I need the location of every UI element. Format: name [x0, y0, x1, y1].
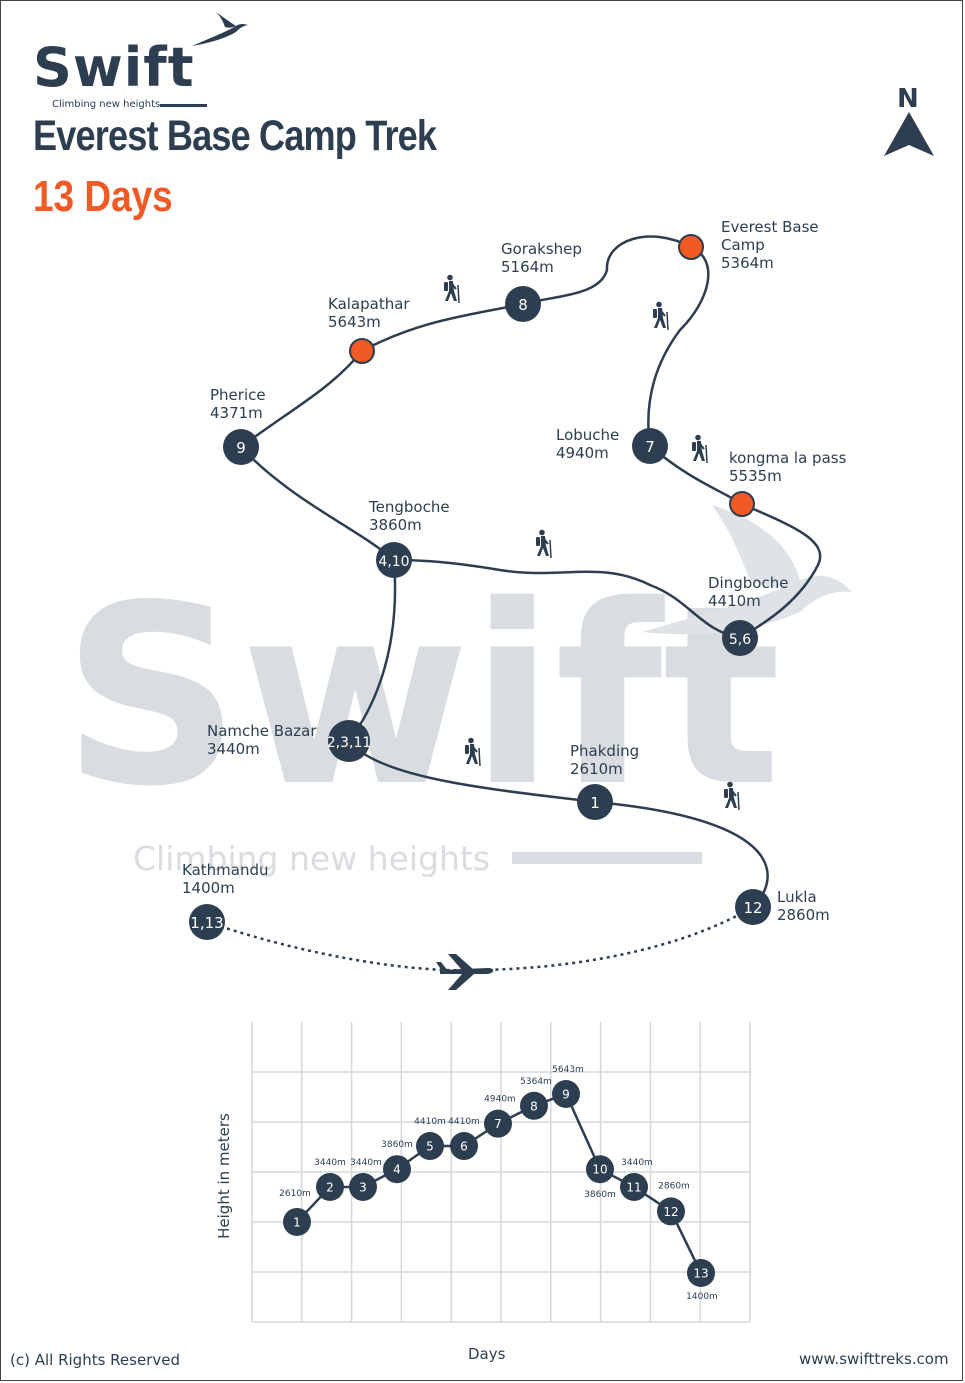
watermark-text: Swift: [62, 553, 781, 841]
elevation-point-marker: 4: [393, 1163, 401, 1177]
label-phakding: Phakding 2610m: [570, 742, 640, 778]
trek-duration: 13 Days: [33, 172, 173, 221]
website-link[interactable]: www.swifttreks.com: [799, 1350, 949, 1368]
elevation-point-marker: 12: [663, 1205, 678, 1219]
watermark-line: [512, 852, 702, 864]
elevation-point-label: 4940m: [484, 1095, 516, 1105]
compass-label: N: [897, 84, 919, 114]
svg-text:2,3,11: 2,3,11: [327, 735, 372, 751]
svg-text:5,6: 5,6: [729, 632, 751, 648]
elevation-point-label: 3860m: [381, 1140, 413, 1150]
elevation-point-marker: 1: [293, 1215, 301, 1229]
elevation-point-marker: 13: [693, 1267, 708, 1281]
elevation-point-marker: 7: [494, 1117, 502, 1131]
marker-kathmandu: 1,13: [189, 904, 225, 940]
elevation-point: [657, 1197, 685, 1226]
copyright: (c) All Rights Reserved: [10, 1351, 180, 1369]
marker-gorakshep: 8: [505, 286, 541, 322]
svg-text:9: 9: [236, 439, 246, 457]
elevation-point-marker: 11: [626, 1180, 641, 1194]
elevation-point: [349, 1172, 377, 1201]
elevation-point-label: 5364m: [520, 1077, 552, 1087]
elevation-point: [283, 1207, 311, 1236]
elevation-point: [316, 1172, 344, 1201]
elevation-point-label: 2860m: [658, 1181, 690, 1191]
marker-phakding: 1: [577, 784, 613, 820]
label-lukla: Lukla 2860m: [777, 888, 830, 924]
svg-text:1: 1: [590, 794, 600, 812]
label-namche: Namche Bazar 3440m: [207, 722, 317, 758]
elevation-point-marker: 3: [359, 1180, 367, 1194]
label-gorakshep: Gorakshep 5164m: [501, 240, 582, 276]
label-ebc: Everest Base Camp 5364m: [721, 218, 819, 272]
elevation-point: [484, 1109, 512, 1138]
elevation-point: [552, 1080, 580, 1108]
elevation-point-label: 2610m: [279, 1189, 311, 1199]
elevation-point-marker: 8: [530, 1099, 538, 1113]
label-tengboche: Tengboche 3860m: [369, 498, 450, 534]
elevation-point-label: 3440m: [350, 1158, 382, 1168]
marker-dingboche: 5,6: [722, 620, 758, 656]
label-kongma: kongma la pass 5535m: [729, 449, 847, 485]
brand-logo: Swift: [33, 36, 195, 99]
elevation-point: [450, 1132, 478, 1161]
label-dingboche: Dingboche 4410m: [708, 574, 789, 610]
elevation-point: [687, 1259, 715, 1287]
elevation-point: [383, 1155, 411, 1184]
chart-grid: [251, 1022, 751, 1323]
marker-lukla: 12: [735, 889, 771, 925]
elevation-point-label: 1400m: [686, 1292, 718, 1302]
chart-xlabel: Days: [468, 1345, 506, 1363]
svg-text:4,10: 4,10: [378, 554, 409, 570]
elevation-point-label: 4410m: [448, 1117, 480, 1127]
elevation-point: [416, 1132, 444, 1161]
marker-kongma: [729, 491, 755, 517]
elevation-point-label: 5643m: [552, 1065, 584, 1075]
elevation-point-marker: 9: [562, 1088, 570, 1102]
brand-tagline: Climbing new heights: [52, 99, 161, 110]
north-arrow-icon: [884, 112, 934, 156]
elevation-point-label: 4410m: [414, 1117, 446, 1127]
marker-ebc: [678, 234, 704, 260]
svg-text:8: 8: [518, 296, 528, 314]
svg-text:12: 12: [743, 899, 762, 917]
elevation-point: [586, 1155, 614, 1184]
elevation-point-marker: 5: [426, 1140, 434, 1154]
page-title: Everest Base Camp Trek: [33, 112, 437, 160]
elevation-point-label: 3440m: [314, 1158, 346, 1168]
elevation-point-label: 3440m: [621, 1158, 653, 1168]
brand-underline: [160, 104, 207, 107]
elevation-point-marker: 6: [460, 1140, 468, 1154]
elevation-point-label: 3860m: [584, 1190, 616, 1200]
elevation-point: [620, 1172, 648, 1201]
route-markers: 1,13 12 1 2,3,11 4,10 5,6 7 8 9: [189, 234, 771, 990]
airplane-icon: [436, 954, 494, 990]
label-kathmandu: Kathmandu 1400m: [182, 861, 269, 897]
marker-kalapathar: [349, 338, 375, 364]
chart-ylabel: Height in meters: [215, 1113, 233, 1239]
marker-namche: 2,3,11: [327, 720, 372, 762]
label-pherice: Pherice 4371m: [210, 386, 266, 422]
label-lobuche: Lobuche 4940m: [556, 426, 620, 462]
svg-text:7: 7: [645, 438, 655, 456]
elevation-point: [520, 1091, 548, 1120]
watermark-tagline: Climbing new heights: [133, 839, 490, 878]
elevation-point-marker: 10: [592, 1163, 607, 1177]
marker-pherice: 9: [223, 429, 259, 465]
marker-tengboche: 4,10: [376, 542, 412, 578]
swallow-logo-icon: [192, 12, 248, 46]
marker-lobuche: 7: [632, 428, 668, 464]
svg-text:1,13: 1,13: [190, 914, 223, 932]
chart-series: 1 2610m 2 3440m 3 3440m 4 3860m 5 4410m 6 4410m 7 494…: [279, 1065, 718, 1302]
label-kalapathar: Kalapathar 5643m: [328, 295, 410, 331]
elevation-point-marker: 2: [326, 1180, 334, 1194]
